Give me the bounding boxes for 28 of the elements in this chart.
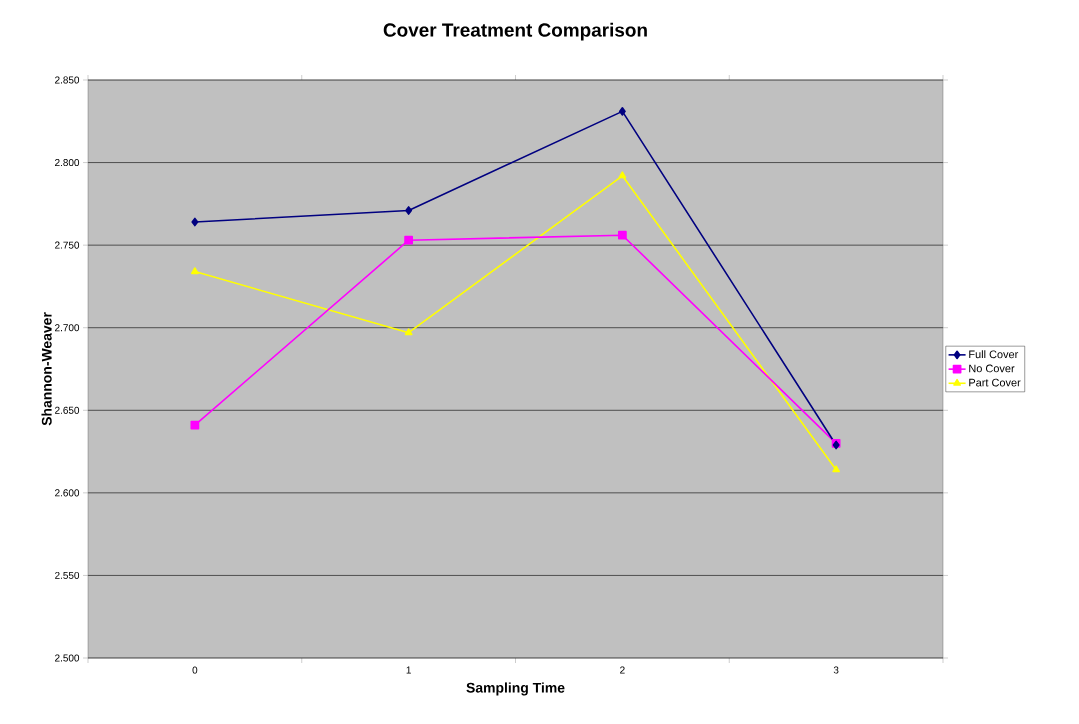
legend-label: Part Cover: [969, 378, 1021, 387]
y-tick-label: 2.800: [55, 159, 80, 167]
x-axis-title: Sampling Time: [466, 682, 565, 696]
y-tick-label: 2.650: [55, 406, 80, 414]
x-tick-label: 0: [192, 666, 198, 674]
y-axis-title: Shannon-Weaver: [41, 312, 52, 426]
y-tick-label: 2.750: [55, 241, 80, 249]
y-tick-label: 2.700: [55, 324, 80, 332]
point: [618, 171, 627, 179]
y-tick-label: 2.600: [55, 489, 80, 497]
y-tick-label: 2.550: [55, 571, 80, 579]
point: [404, 235, 414, 245]
point: [832, 465, 841, 473]
point: [190, 420, 200, 430]
legend-label: No Cover: [969, 364, 1015, 373]
x-tick-label: 2: [620, 666, 625, 674]
x-tick-label: 3: [833, 666, 839, 674]
chart-title: Cover Treatment Comparison: [383, 22, 647, 41]
point: [405, 206, 413, 215]
point: [618, 106, 626, 116]
y-tick-label: 2.850: [55, 76, 80, 84]
point: [190, 267, 199, 275]
point: [404, 328, 413, 336]
point: [191, 217, 199, 227]
point: [617, 230, 627, 240]
legend-label: Full Cover: [969, 350, 1019, 359]
y-tick-label: 2.500: [55, 654, 80, 662]
x-tick-label: 1: [406, 666, 411, 674]
